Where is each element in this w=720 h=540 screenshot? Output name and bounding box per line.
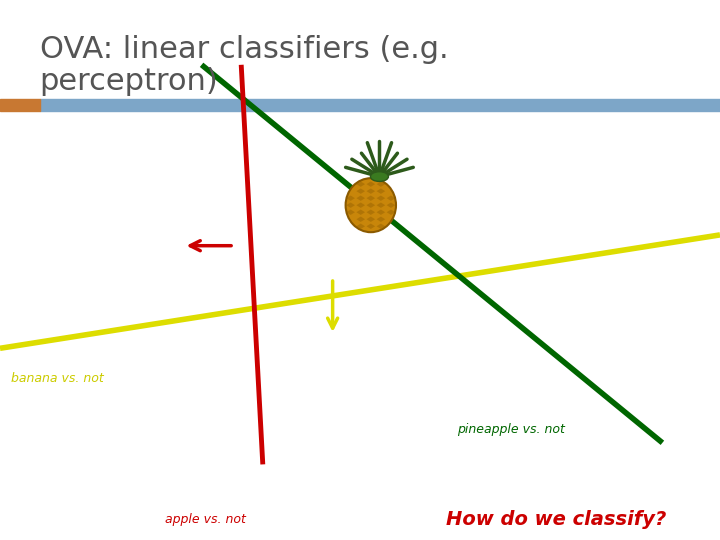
Polygon shape: [366, 210, 375, 215]
Polygon shape: [366, 202, 375, 208]
Polygon shape: [346, 195, 355, 201]
Polygon shape: [387, 195, 395, 201]
Bar: [0, 99, 40, 111]
Polygon shape: [387, 202, 395, 208]
Text: OVA: linear classifiers (e.g.: OVA: linear classifiers (e.g.: [40, 35, 449, 64]
Polygon shape: [377, 181, 385, 187]
Text: perceptron): perceptron): [40, 68, 218, 97]
Polygon shape: [377, 202, 385, 208]
Polygon shape: [356, 224, 365, 229]
Polygon shape: [366, 217, 375, 222]
Text: How do we classify?: How do we classify?: [446, 510, 667, 529]
Polygon shape: [346, 210, 355, 215]
Polygon shape: [356, 202, 365, 208]
Polygon shape: [366, 188, 375, 194]
Polygon shape: [377, 195, 385, 201]
Text: apple vs. not: apple vs. not: [165, 513, 246, 526]
Polygon shape: [356, 210, 365, 215]
Text: pineapple vs. not: pineapple vs. not: [457, 423, 565, 436]
Polygon shape: [356, 195, 365, 201]
Polygon shape: [366, 195, 375, 201]
Polygon shape: [377, 224, 385, 229]
Polygon shape: [346, 202, 355, 208]
Polygon shape: [356, 181, 365, 187]
Ellipse shape: [346, 178, 396, 232]
Polygon shape: [356, 188, 365, 194]
Polygon shape: [377, 188, 385, 194]
Polygon shape: [377, 210, 385, 215]
Polygon shape: [387, 210, 395, 215]
Bar: [40, 99, 720, 111]
Polygon shape: [356, 217, 365, 222]
Text: banana vs. not: banana vs. not: [11, 372, 104, 384]
Ellipse shape: [371, 172, 389, 181]
Polygon shape: [366, 224, 375, 229]
Polygon shape: [366, 181, 375, 187]
Polygon shape: [377, 217, 385, 222]
